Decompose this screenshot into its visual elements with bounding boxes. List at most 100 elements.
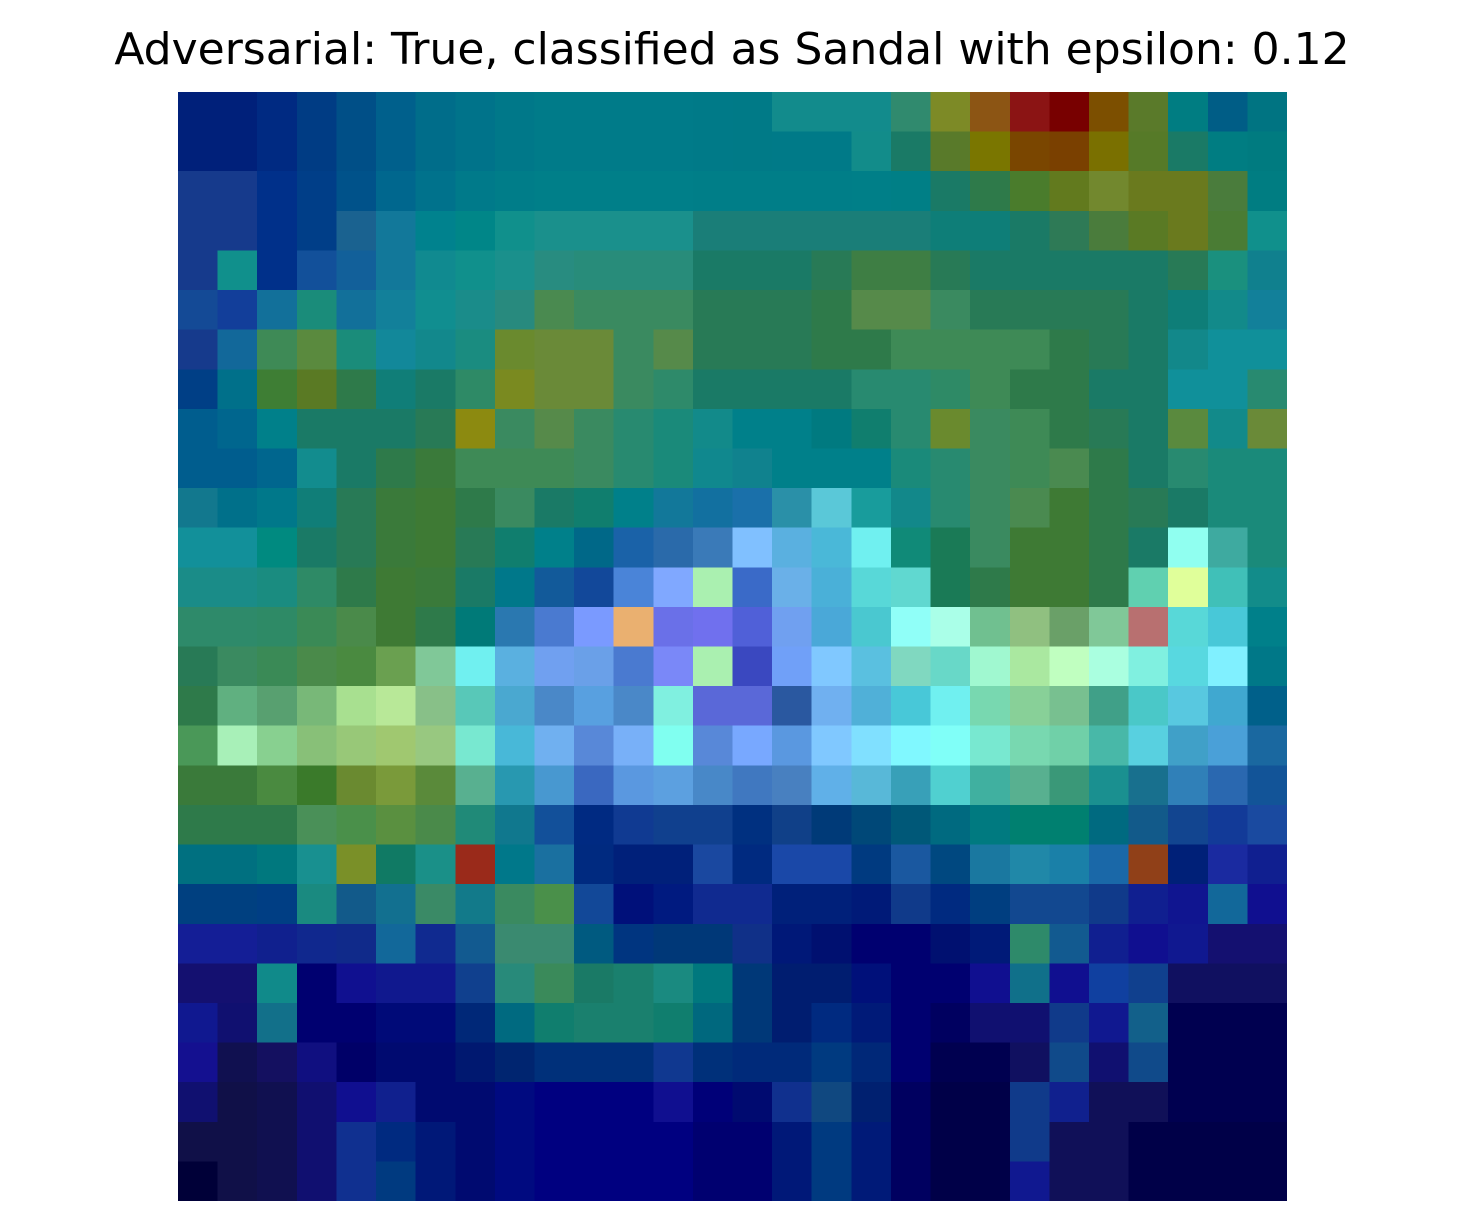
heatmap-cell xyxy=(574,210,615,252)
heatmap-cell xyxy=(1168,804,1209,846)
heatmap-cell xyxy=(811,923,852,964)
heatmap-cell xyxy=(534,92,575,133)
heatmap-cell xyxy=(217,488,258,529)
heatmap-cell xyxy=(534,686,575,727)
heatmap-cell xyxy=(1128,131,1169,172)
heatmap-cell xyxy=(257,606,298,648)
heatmap-cell xyxy=(415,923,456,964)
heatmap-cell xyxy=(336,1042,377,1083)
heatmap-cell xyxy=(930,1002,971,1044)
heatmap-cell xyxy=(772,1002,813,1044)
heatmap-cell xyxy=(772,210,813,252)
heatmap-cell xyxy=(613,210,654,252)
heatmap-cell xyxy=(890,448,932,489)
heatmap-cell xyxy=(296,290,338,331)
heatmap-cell xyxy=(534,1042,575,1083)
heatmap-cell xyxy=(1009,567,1050,608)
heatmap-cell xyxy=(296,210,338,252)
heatmap-cell xyxy=(890,1121,932,1162)
heatmap-cell xyxy=(455,171,496,212)
heatmap-cell xyxy=(1207,804,1248,846)
heatmap-cell xyxy=(376,210,417,252)
heatmap-cell xyxy=(494,448,536,489)
heatmap-cell xyxy=(455,725,496,766)
heatmap-cell xyxy=(336,963,377,1004)
heatmap-cell xyxy=(732,606,773,648)
heatmap-cell xyxy=(296,884,338,925)
heatmap-cell xyxy=(534,210,575,252)
heatmap-cell xyxy=(1207,1121,1248,1162)
heatmap-cell xyxy=(415,844,456,885)
heatmap-cell xyxy=(534,1161,575,1201)
heatmap-cell xyxy=(415,210,456,252)
heatmap-cell xyxy=(1088,686,1130,727)
heatmap-cell xyxy=(1088,408,1130,450)
heatmap-cell xyxy=(1168,725,1209,766)
heatmap-cell xyxy=(732,448,773,489)
heatmap-cell xyxy=(970,408,1011,450)
heatmap-cell xyxy=(534,290,575,331)
heatmap-cell xyxy=(217,1082,258,1123)
heatmap-cell xyxy=(613,131,654,172)
heatmap-cell xyxy=(851,369,892,410)
heatmap-cell xyxy=(653,1161,694,1201)
heatmap-cell xyxy=(851,725,892,766)
heatmap-cell xyxy=(574,448,615,489)
heatmap-cell xyxy=(772,131,813,172)
heatmap-cell xyxy=(692,686,734,727)
heatmap-cell xyxy=(574,488,615,529)
heatmap-cell xyxy=(653,329,694,370)
heatmap-cell xyxy=(217,369,258,410)
heatmap-cell xyxy=(534,804,575,846)
heatmap-cell xyxy=(851,567,892,608)
heatmap-cell xyxy=(653,1002,694,1044)
heatmap-cell xyxy=(296,1002,338,1044)
heatmap-cell xyxy=(930,1082,971,1123)
heatmap-cell xyxy=(970,448,1011,489)
heatmap-cell xyxy=(574,884,615,925)
heatmap-cell xyxy=(613,765,654,806)
heatmap-cell xyxy=(336,131,377,172)
heatmap-cell xyxy=(1168,686,1209,727)
heatmap-cell xyxy=(415,527,456,568)
heatmap-cell xyxy=(1049,765,1090,806)
heatmap-cell xyxy=(178,1121,219,1162)
heatmap-cell xyxy=(692,210,734,252)
heatmap-cell xyxy=(178,329,219,370)
heatmap-cell xyxy=(890,210,932,252)
heatmap-cell xyxy=(970,131,1011,172)
heatmap-cell xyxy=(1009,527,1050,568)
heatmap-cell xyxy=(534,646,575,687)
heatmap-cell xyxy=(1088,527,1130,568)
heatmap-cell xyxy=(296,131,338,172)
heatmap-cell xyxy=(1009,1042,1050,1083)
heatmap-cell xyxy=(772,527,813,568)
heatmap-cell xyxy=(415,171,456,212)
heatmap-cell xyxy=(336,290,377,331)
heatmap-cell xyxy=(296,408,338,450)
heatmap-cell xyxy=(1128,171,1169,212)
heatmap-cell xyxy=(1168,646,1209,687)
heatmap-cell xyxy=(455,1121,496,1162)
heatmap-cell xyxy=(494,210,536,252)
heatmap-cell xyxy=(1207,527,1248,568)
heatmap-cell xyxy=(1128,290,1169,331)
heatmap-cell xyxy=(930,963,971,1004)
heatmap-cell xyxy=(455,448,496,489)
heatmap-cell xyxy=(217,210,258,252)
heatmap-cell xyxy=(1247,1002,1287,1044)
heatmap-cell xyxy=(930,686,971,727)
heatmap-cell xyxy=(257,1002,298,1044)
heatmap-cell xyxy=(653,408,694,450)
heatmap-cell xyxy=(336,646,377,687)
heatmap-cell xyxy=(613,567,654,608)
heatmap-cell xyxy=(653,250,694,291)
heatmap-cell xyxy=(930,606,971,648)
heatmap-cell xyxy=(178,290,219,331)
heatmap-cell xyxy=(930,1042,971,1083)
heatmap-cell xyxy=(851,488,892,529)
heatmap-cell xyxy=(811,408,852,450)
heatmap-cell xyxy=(1088,329,1130,370)
heatmap-cell xyxy=(217,408,258,450)
heatmap-cell xyxy=(1009,646,1050,687)
